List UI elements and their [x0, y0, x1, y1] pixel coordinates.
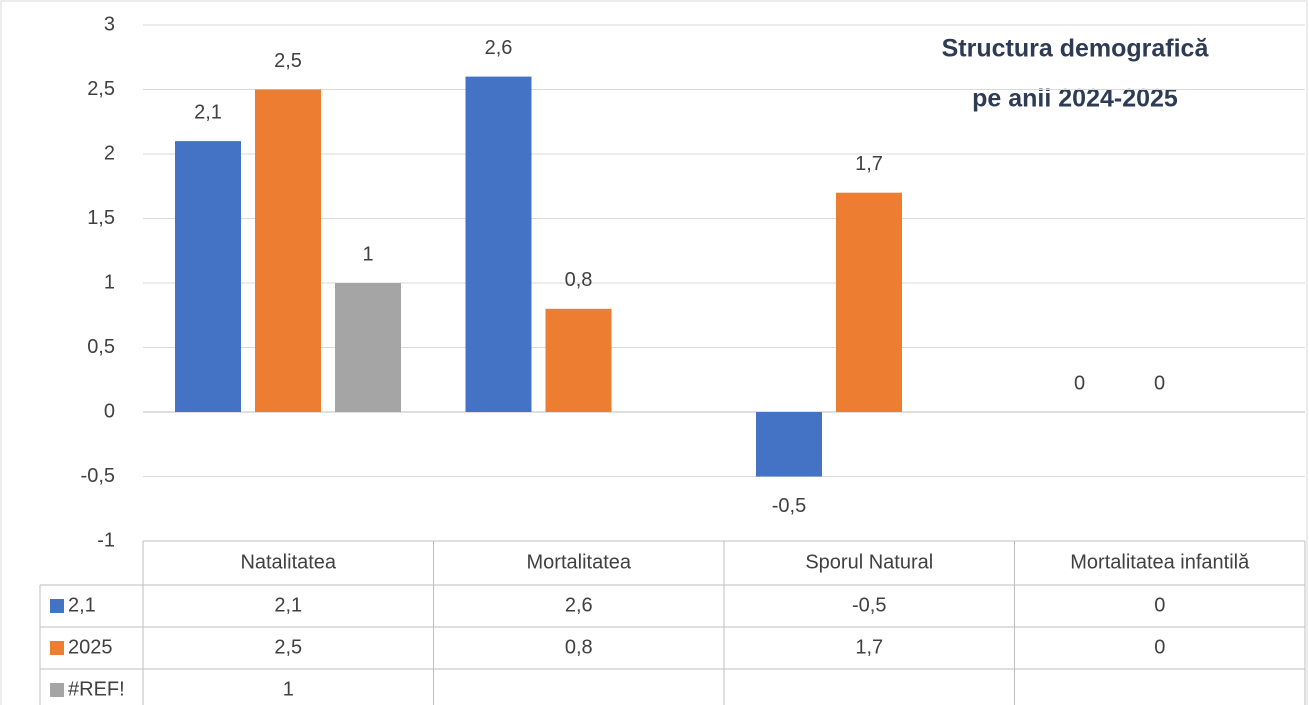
data-label: 0	[1074, 372, 1085, 394]
table-cell: -0,5	[852, 594, 886, 616]
y-tick-label: 3	[104, 13, 115, 35]
data-label: 1,7	[855, 153, 883, 175]
data-label: 2,1	[194, 101, 222, 123]
legend-label: #REF!	[68, 678, 125, 700]
x-tick-label: Natalitatea	[240, 551, 336, 573]
legend-key	[50, 641, 64, 655]
y-tick-label: 1,5	[87, 207, 115, 229]
table-cell: 2,6	[565, 594, 593, 616]
data-label: -0,5	[772, 495, 806, 517]
legend-key	[50, 599, 64, 613]
data-label: 0	[1154, 372, 1165, 394]
chart-title: Structura demografică	[942, 35, 1210, 63]
table-cell: 0,8	[565, 636, 593, 658]
bar	[465, 76, 532, 412]
bar	[756, 412, 822, 477]
bar	[255, 89, 321, 412]
y-tick-label: 2,5	[87, 78, 115, 100]
data-label: 2,6	[485, 37, 513, 59]
data-label: 0,8	[565, 269, 593, 291]
table-cell: 1,7	[855, 636, 883, 658]
y-tick-label: 1	[104, 271, 115, 293]
table-cell: 0	[1154, 636, 1165, 658]
y-tick-label: 0,5	[87, 336, 115, 358]
table-cell: 0	[1154, 594, 1165, 616]
x-tick-label: Sporul Natural	[805, 551, 933, 573]
chart-title: pe anii 2024-2025	[972, 85, 1178, 113]
table-cell: 2,5	[274, 636, 302, 658]
table-cell: 2,1	[274, 594, 302, 616]
bar	[836, 192, 902, 412]
data-label: 2,5	[274, 50, 302, 72]
legend-label: 2,1	[68, 594, 96, 616]
bar	[545, 308, 612, 412]
x-tick-label: Mortalitatea	[527, 551, 632, 573]
legend-key	[50, 683, 64, 697]
table-cell: 1	[283, 678, 294, 700]
y-tick-label: -1	[97, 529, 115, 551]
y-tick-label: 2	[104, 142, 115, 164]
y-tick-label: 0	[104, 400, 115, 422]
bar	[335, 283, 401, 412]
y-tick-label: -0,5	[81, 465, 115, 487]
bar	[175, 141, 241, 412]
x-tick-label: Mortalitatea infantilă	[1070, 551, 1250, 573]
data-label: 1	[362, 243, 373, 265]
legend-label: 2025	[68, 636, 113, 658]
